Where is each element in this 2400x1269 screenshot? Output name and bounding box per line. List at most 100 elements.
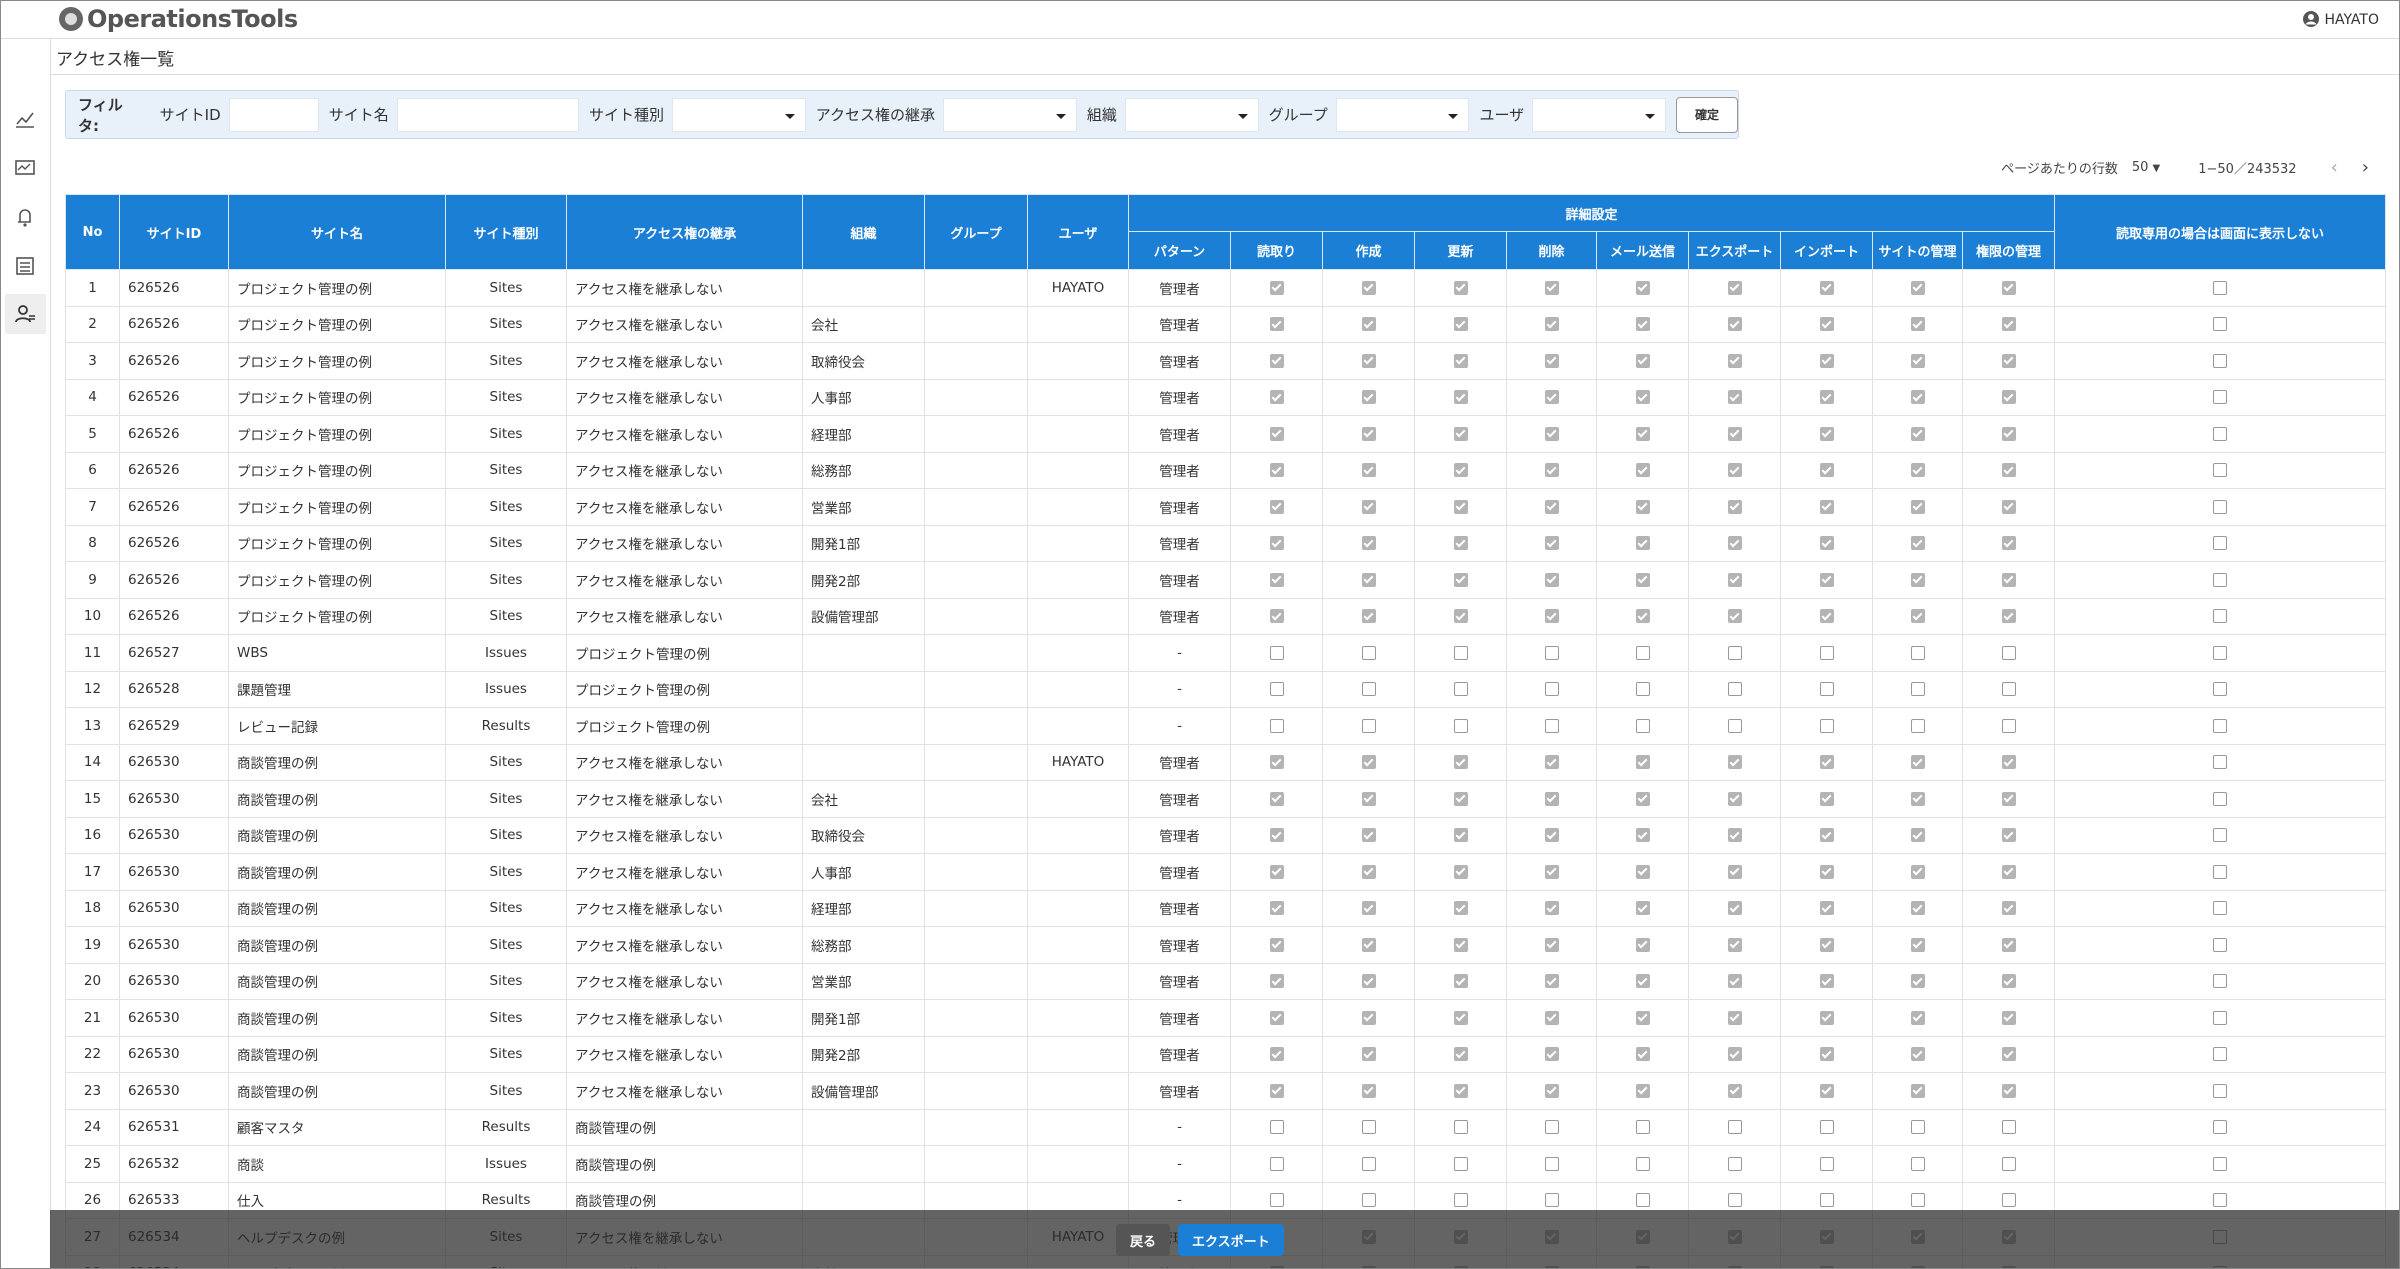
checkbox[interactable] bbox=[1453, 317, 1468, 332]
checkbox[interactable] bbox=[1361, 791, 1376, 806]
checkbox[interactable] bbox=[1819, 390, 1834, 405]
checkbox[interactable] bbox=[1453, 1120, 1468, 1135]
checkbox[interactable] bbox=[1361, 828, 1376, 843]
checkbox[interactable] bbox=[1910, 1010, 1925, 1025]
checkbox[interactable] bbox=[2213, 937, 2227, 952]
checkbox[interactable] bbox=[1910, 901, 1925, 916]
checkbox[interactable] bbox=[1819, 280, 1834, 295]
checkbox[interactable] bbox=[1635, 864, 1650, 879]
checkbox[interactable] bbox=[1727, 536, 1742, 551]
checkbox[interactable] bbox=[1269, 755, 1284, 770]
checkbox[interactable] bbox=[1544, 317, 1559, 332]
checkbox[interactable] bbox=[1819, 463, 1834, 478]
checkbox[interactable] bbox=[1635, 536, 1650, 551]
per-page-select[interactable]: 50 ▼ bbox=[2131, 160, 2161, 175]
checkbox[interactable] bbox=[2213, 755, 2227, 770]
checkbox[interactable] bbox=[1635, 426, 1650, 441]
checkbox[interactable] bbox=[1361, 901, 1376, 916]
checkbox[interactable] bbox=[1544, 645, 1559, 660]
checkbox[interactable] bbox=[1361, 1193, 1376, 1208]
checkbox[interactable] bbox=[1453, 499, 1468, 514]
checkbox[interactable] bbox=[1453, 645, 1468, 660]
checkbox[interactable] bbox=[1727, 499, 1742, 514]
checkbox[interactable] bbox=[1819, 718, 1834, 733]
checkbox[interactable] bbox=[1910, 828, 1925, 843]
checkbox[interactable] bbox=[1453, 1156, 1468, 1171]
checkbox[interactable] bbox=[1819, 682, 1834, 697]
checkbox[interactable] bbox=[1635, 1010, 1650, 1025]
checkbox[interactable] bbox=[1544, 828, 1559, 843]
checkbox[interactable] bbox=[1635, 718, 1650, 733]
checkbox[interactable] bbox=[1635, 390, 1650, 405]
checkbox[interactable] bbox=[1635, 499, 1650, 514]
checkbox[interactable] bbox=[1727, 1120, 1742, 1135]
users-icon[interactable] bbox=[14, 304, 36, 324]
checkbox[interactable] bbox=[1361, 353, 1376, 368]
checkbox[interactable] bbox=[2213, 609, 2227, 624]
checkbox[interactable] bbox=[1819, 864, 1834, 879]
checkbox[interactable] bbox=[1635, 901, 1650, 916]
checkbox[interactable] bbox=[1910, 1047, 1925, 1062]
checkbox[interactable] bbox=[1544, 1156, 1559, 1171]
checkbox[interactable] bbox=[2001, 1083, 2016, 1098]
checkbox[interactable] bbox=[1635, 317, 1650, 332]
checkbox[interactable] bbox=[1453, 791, 1468, 806]
checkbox[interactable] bbox=[1269, 536, 1284, 551]
checkbox[interactable] bbox=[1910, 974, 1925, 989]
text-input[interactable] bbox=[396, 97, 580, 132]
checkbox[interactable] bbox=[1727, 718, 1742, 733]
checkbox[interactable] bbox=[2001, 682, 2016, 697]
next-page[interactable]: › bbox=[2361, 157, 2369, 178]
checkbox[interactable] bbox=[1544, 1120, 1559, 1135]
checkbox[interactable] bbox=[1361, 499, 1376, 514]
checkbox[interactable] bbox=[2001, 572, 2016, 587]
checkbox[interactable] bbox=[2213, 353, 2227, 368]
checkbox[interactable] bbox=[1544, 682, 1559, 697]
checkbox[interactable] bbox=[1361, 1047, 1376, 1062]
checkbox[interactable] bbox=[2213, 390, 2227, 405]
checkbox[interactable] bbox=[1544, 974, 1559, 989]
checkbox[interactable] bbox=[1819, 791, 1834, 806]
checkbox[interactable] bbox=[1635, 572, 1650, 587]
checkbox[interactable] bbox=[1544, 1010, 1559, 1025]
checkbox[interactable] bbox=[1269, 718, 1284, 733]
checkbox[interactable] bbox=[1361, 645, 1376, 660]
checkbox[interactable] bbox=[1544, 791, 1559, 806]
checkbox[interactable] bbox=[1453, 901, 1468, 916]
checkbox[interactable] bbox=[1361, 974, 1376, 989]
checkbox[interactable] bbox=[1635, 645, 1650, 660]
checkbox[interactable] bbox=[1635, 682, 1650, 697]
checkbox[interactable] bbox=[1269, 280, 1284, 295]
checkbox[interactable] bbox=[1910, 755, 1925, 770]
checkbox[interactable] bbox=[1269, 463, 1284, 478]
checkbox[interactable] bbox=[1727, 317, 1742, 332]
checkbox[interactable] bbox=[1727, 426, 1742, 441]
checkbox[interactable] bbox=[1361, 572, 1376, 587]
checkbox[interactable] bbox=[2213, 1047, 2227, 1062]
checkbox[interactable] bbox=[1727, 572, 1742, 587]
checkbox[interactable] bbox=[2213, 901, 2227, 916]
checkbox[interactable] bbox=[1727, 682, 1742, 697]
checkbox[interactable] bbox=[1269, 1083, 1284, 1098]
checkbox[interactable] bbox=[1361, 718, 1376, 733]
checkbox[interactable] bbox=[1453, 974, 1468, 989]
checkbox[interactable] bbox=[2001, 828, 2016, 843]
checkbox[interactable] bbox=[2213, 718, 2227, 733]
checkbox[interactable] bbox=[1727, 645, 1742, 660]
checkbox[interactable] bbox=[2001, 1156, 2016, 1171]
checkbox[interactable] bbox=[1544, 901, 1559, 916]
select-input[interactable] bbox=[1124, 97, 1259, 132]
checkbox[interactable] bbox=[1269, 937, 1284, 952]
checkbox[interactable] bbox=[2001, 426, 2016, 441]
checkbox[interactable] bbox=[1269, 426, 1284, 441]
checkbox[interactable] bbox=[1727, 390, 1742, 405]
checkbox[interactable] bbox=[1544, 1083, 1559, 1098]
monitor-icon[interactable] bbox=[14, 158, 36, 178]
checkbox[interactable] bbox=[1910, 1120, 1925, 1135]
checkbox[interactable] bbox=[1544, 390, 1559, 405]
checkbox[interactable] bbox=[1727, 1047, 1742, 1062]
checkbox[interactable] bbox=[2001, 1047, 2016, 1062]
checkbox[interactable] bbox=[2213, 1083, 2227, 1098]
checkbox[interactable] bbox=[1727, 1083, 1742, 1098]
checkbox[interactable] bbox=[1269, 974, 1284, 989]
